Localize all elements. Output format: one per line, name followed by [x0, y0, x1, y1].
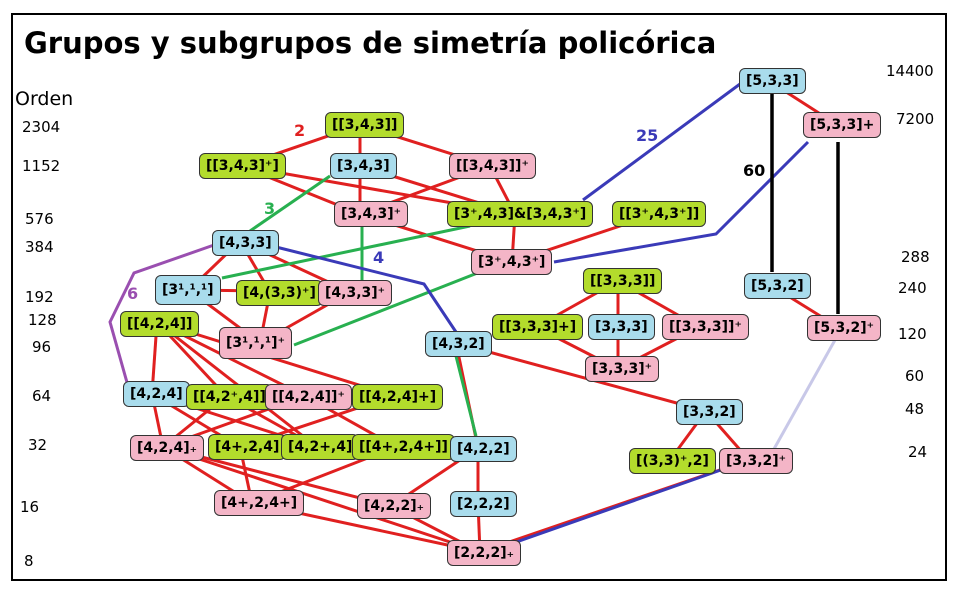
- group-node-dd343pp: [[3,4,3]]⁺: [449, 153, 536, 179]
- edge: [504, 463, 736, 548]
- group-node-33p-2: [(3,3)⁺,2]: [629, 448, 716, 474]
- order-label-left: 96: [32, 338, 52, 356]
- group-node-dd424pp: [[4,2,4]]⁺: [265, 384, 352, 410]
- group-node-4-3-2: [4,3,2]: [425, 331, 492, 357]
- group-node-dd3p43p: [[3⁺,4,3⁺]]: [612, 201, 707, 227]
- group-node-3-3-2: [3,3,2]: [676, 399, 743, 425]
- group-node-2-2-2-plus: [2,2,2]₊: [447, 540, 522, 566]
- edge: [221, 224, 471, 280]
- order-label-left: 16: [20, 498, 40, 516]
- order-label-left: 32: [28, 436, 48, 454]
- group-node-4-33p: [4,(3,3)⁺]: [236, 280, 323, 306]
- group-node-dd343p: [[3,4,3]⁺]: [199, 153, 286, 179]
- group-node-3-4-3: [3,4,3]: [330, 153, 397, 179]
- group-node-4-3-3: [4,3,3]: [212, 230, 279, 256]
- edge: [108, 243, 215, 387]
- order-label-left: 384: [25, 238, 54, 256]
- group-node-c343: [3⁺,4,3]&[3,4,3⁺]: [447, 201, 594, 227]
- group-node-4-2-4-plus: [4,2,4]₊: [130, 435, 205, 461]
- order-label-left: 2304: [22, 118, 61, 136]
- group-node-5-3-2: [5,3,2]: [744, 273, 811, 299]
- group-node-dd333pp: [[3,3,3]]⁺: [662, 314, 749, 340]
- group-node-d4p24p: [[4+,2,4+]]: [352, 434, 455, 460]
- page-title: Grupos y subgrupos de simetría policóric…: [24, 26, 717, 60]
- order-label-right: 7200: [896, 110, 935, 128]
- order-label-right: 48: [905, 400, 925, 418]
- order-label-left: 1152: [22, 157, 61, 175]
- group-node-dd424: [[4,2,4]]: [120, 311, 200, 337]
- order-label-left: 576: [25, 210, 54, 228]
- group-node-dd42p4: [[4,2⁺,4]]: [186, 384, 273, 410]
- order-label-left: 128: [28, 311, 57, 329]
- order-label-right: 24: [908, 443, 928, 461]
- group-node-5-3-3-plus: [5,3,3]+: [803, 112, 882, 138]
- group-node-4-2-2-plus: [4,2,2]₊: [357, 493, 432, 519]
- group-node-5-3-2-plus: [5,3,2]⁺: [807, 315, 882, 341]
- edge-label: 3: [264, 199, 276, 218]
- edge: [249, 174, 331, 233]
- order-label-left: 64: [32, 387, 52, 405]
- order-label-right: 240: [898, 279, 927, 297]
- group-node-3-3-2-plus: [3,3,2]⁺: [719, 448, 794, 474]
- edge-label: 4: [373, 248, 385, 267]
- order-label-right: 14400: [886, 62, 934, 80]
- edge: [267, 243, 458, 333]
- edge-label: 6: [127, 284, 139, 303]
- group-node-4-2-4: [4,2,4]: [123, 381, 190, 407]
- edge: [293, 270, 481, 347]
- edge: [455, 341, 707, 413]
- group-node-2-2-2: [2,2,2]: [450, 491, 517, 517]
- group-node-4p24p: [4+,2,4+]: [214, 490, 305, 516]
- order-axis-heading: Orden: [15, 88, 74, 110]
- edge: [582, 82, 741, 202]
- order-label-right: 60: [905, 367, 925, 385]
- edge-label: 25: [636, 126, 659, 145]
- group-node-3p43p: [3⁺,4,3⁺]: [471, 249, 553, 275]
- group-node-5-3-3: [5,3,3]: [739, 68, 806, 94]
- edge: [553, 140, 810, 264]
- group-node-3-4-3-plus: [3,4,3]⁺: [334, 201, 409, 227]
- order-label-right: 288: [901, 248, 930, 266]
- edge-label: 60: [743, 161, 766, 180]
- edge: [772, 339, 837, 450]
- group-node-4-2-2: [4,2,2]: [450, 436, 517, 462]
- group-node-dd343: [[3,4,3]]: [325, 112, 405, 138]
- group-node-4-3-3-plus: [4,3,3]⁺: [318, 280, 393, 306]
- group-node-3111: [3¹,¹,¹]: [155, 275, 221, 305]
- group-node-3-3-3-plus: [3,3,3]⁺: [585, 356, 660, 382]
- edge: [454, 355, 478, 437]
- order-label-left: 192: [25, 288, 54, 306]
- group-node-dd424p: [[4,2,4]+]: [352, 384, 444, 410]
- order-label-left: 8: [24, 552, 34, 570]
- group-node-4p-2-4: [4+,2,4]: [208, 434, 287, 460]
- group-node-4-2p-4: [4,2+,4]: [281, 434, 360, 460]
- diagram-frame: [11, 13, 947, 581]
- group-node-3111-plus: [3¹,¹,¹]⁺: [219, 327, 292, 359]
- group-node-dd333: [[3,3,3]]: [583, 268, 663, 294]
- group-node-dd333p: [[3,3,3]+]: [492, 314, 584, 340]
- order-label-right: 120: [898, 325, 927, 343]
- edge-label: 2: [294, 121, 306, 140]
- edge: [162, 445, 481, 554]
- group-node-3-3-3: [3,3,3]: [588, 314, 655, 340]
